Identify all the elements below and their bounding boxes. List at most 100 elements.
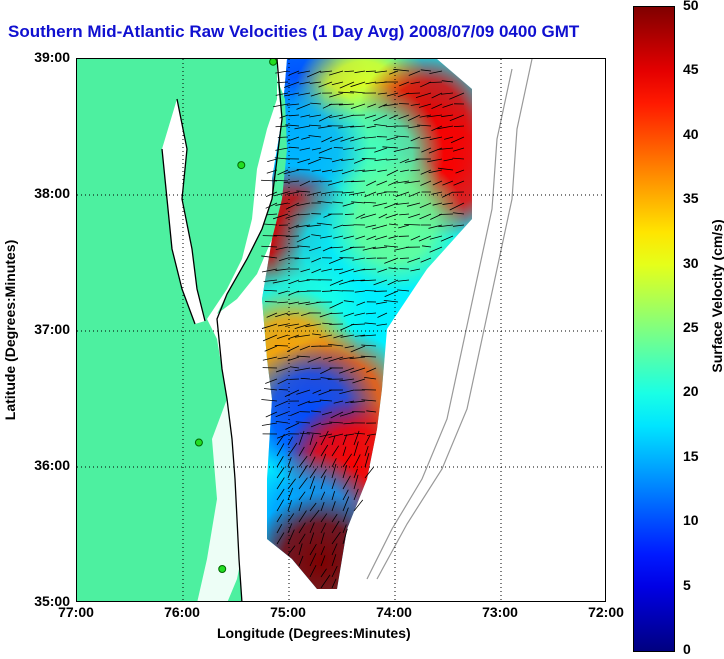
velocity-arrow [377,92,388,95]
velocity-arrow [352,257,366,261]
velocity-arrow [331,501,336,512]
velocity-arrow [452,212,465,215]
velocity-arrow [404,223,421,226]
bathymetry-contours [366,59,533,580]
velocity-arrow [342,224,355,226]
velocity-arrow [311,268,322,274]
velocity-arrow [287,356,300,362]
velocity-arrow [298,455,308,468]
velocity-arrow [331,458,337,468]
velocity-arrow [275,70,289,74]
velocity-arrow [295,421,311,424]
velocity-arrow [294,334,311,338]
velocity-arrow [331,435,336,446]
velocity-arrow [301,136,311,140]
velocity-arrow [361,344,377,347]
velocity-arrow [275,367,289,373]
velocity-arrow [320,491,326,501]
velocity-arrow [344,433,355,436]
velocity-arrow [441,114,454,118]
velocity-arrow [298,491,306,501]
radar-station-marker [194,438,203,447]
velocity-arrow [285,323,300,327]
velocity-arrow [366,235,377,241]
velocity-arrow [419,213,432,220]
velocity-arrow [364,290,377,292]
velocity-arrow [410,268,421,272]
velocity-arrow [265,378,278,384]
velocity-arrow [319,334,333,339]
velocity-arrow [421,147,432,153]
velocity-arrow [353,158,366,164]
velocity-arrow [277,81,289,83]
velocity-arrow [350,323,366,326]
velocity-arrow [308,135,322,138]
velocity-arrow [277,378,289,385]
velocity-arrow [416,124,432,127]
velocity-arrow [362,169,377,172]
velocity-arrow [273,179,289,182]
velocity-arrow [376,180,388,186]
velocity-arrow [273,103,289,108]
velocity-arrow [298,555,304,567]
velocity-arrow [330,411,344,419]
velocity-arrow [386,158,399,161]
colorbar-tick-label: 40 [683,125,699,142]
x-tick-label: 75:00 [270,604,306,620]
velocity-arrow [278,257,289,262]
velocity-arrow [323,356,333,360]
velocity-arrow [262,334,278,342]
velocity-arrow [320,546,326,556]
velocity-arrow [353,468,358,479]
velocity-arrow [320,522,327,534]
velocity-arrow [329,301,344,309]
velocity-arrow [386,136,399,141]
velocity-arrow [384,257,399,264]
velocity-arrow [276,477,285,490]
velocity-arrow [344,180,355,183]
velocity-arrow [294,125,311,130]
velocity-arrow [407,125,421,129]
velocity-arrow [333,334,344,339]
velocity-arrow [261,399,278,402]
velocity-arrow [327,343,344,347]
velocity-arrow [312,389,322,394]
velocity-arrow [309,509,320,523]
map-plot-area[interactable] [76,58,606,602]
velocity-arrow [283,81,300,88]
velocity-arrow [441,191,454,198]
velocity-arrow [386,92,399,97]
velocity-arrow [342,528,348,545]
velocity-arrow [418,103,432,108]
velocity-arrow [354,147,366,152]
velocity-arrow [320,475,326,490]
velocity-arrow [360,334,377,337]
velocity-arrow [297,70,311,74]
velocity-arrow [342,496,350,512]
velocity-arrow [410,103,421,106]
velocity-arrow [331,520,340,534]
velocity-arrow [452,157,465,160]
velocity-arrow [276,443,285,457]
velocity-arrow [298,301,311,305]
velocity-arrow [330,289,344,292]
velocity-arrow [306,70,322,78]
velocity-arrow [261,245,278,248]
velocity-arrow [338,91,355,94]
velocity-arrow [327,180,344,186]
velocity-arrow [285,124,300,127]
velocity-arrow [396,135,410,138]
velocity-arrow [344,70,355,72]
velocity-arrow [277,356,289,360]
velocity-arrow [353,454,361,468]
velocity-arrow [360,213,377,219]
colorbar-tick-label: 50 [683,0,699,13]
velocity-arrow [310,92,322,97]
velocity-arrow [297,245,311,248]
velocity-arrow [310,422,322,428]
velocity-arrow [441,80,454,83]
velocity-arrow [418,235,432,242]
velocity-arrow [420,69,432,72]
velocity-vectors [261,68,465,589]
velocity-arrow [342,202,355,207]
